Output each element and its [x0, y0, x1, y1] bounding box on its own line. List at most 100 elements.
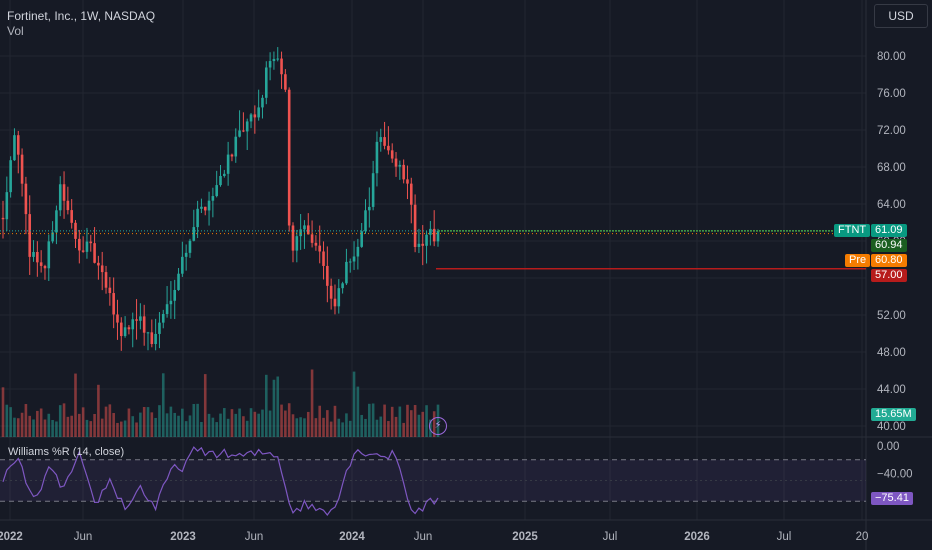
- candle: [406, 179, 409, 184]
- volume-bar: [383, 404, 386, 437]
- volume-bar: [425, 405, 428, 437]
- prev-close-tag: 60.94: [871, 239, 907, 252]
- candle: [333, 298, 337, 307]
- candle: [368, 206, 371, 211]
- candle: [341, 283, 344, 289]
- candle: [223, 173, 226, 176]
- volume-bar: [62, 403, 66, 437]
- candle: [104, 272, 108, 288]
- williams-r-value-tag: −75.41: [871, 492, 913, 505]
- volume-bar: [284, 410, 287, 437]
- volume-bar: [287, 403, 291, 437]
- candle: [150, 332, 154, 345]
- lightning-icon[interactable]: ⚡: [429, 417, 447, 435]
- volume-bar: [177, 415, 180, 437]
- candle: [257, 107, 260, 118]
- time-tick-label: 2023: [170, 531, 196, 543]
- candle: [184, 252, 188, 257]
- volume-bar: [234, 413, 238, 437]
- price-tick-label: 76.00: [877, 88, 906, 100]
- volume-bar: [318, 405, 322, 437]
- volume-bar: [100, 418, 104, 437]
- volume-bar: [112, 412, 115, 437]
- candle: [234, 136, 238, 157]
- candle: [421, 243, 425, 246]
- candle: [226, 154, 230, 174]
- pre-label-tag: Pre: [845, 254, 871, 267]
- candle: [93, 243, 96, 263]
- candle: [295, 236, 299, 251]
- chart-title: Fortinet, Inc., 1W, NASDAQ: [7, 9, 156, 23]
- price-candles: [1, 47, 440, 351]
- candle: [5, 192, 9, 220]
- volume-bar: [249, 408, 253, 437]
- volume-bar: [5, 404, 9, 437]
- candle: [188, 240, 192, 253]
- candle: [409, 183, 413, 205]
- volume-bar: [421, 411, 425, 437]
- price-tick-label: 68.00: [877, 162, 906, 174]
- volume-bar: [66, 416, 70, 437]
- candle: [364, 210, 367, 232]
- candle: [28, 214, 32, 257]
- candle: [9, 160, 12, 193]
- currency-button[interactable]: USD: [874, 4, 928, 28]
- candle: [387, 145, 390, 151]
- volume-bar: [169, 406, 173, 437]
- volume-bar: [280, 404, 283, 437]
- williams-r-line: [2, 446, 439, 516]
- candle: [16, 135, 20, 155]
- candle: [329, 285, 333, 299]
- volume-bar: [272, 379, 276, 437]
- volume-bar: [142, 406, 146, 437]
- candle: [249, 114, 253, 122]
- volume-bar: [326, 410, 329, 437]
- candle: [291, 225, 295, 251]
- volume-bar: [123, 420, 127, 437]
- volume-bar: [352, 371, 356, 437]
- volume-bar: [356, 386, 360, 437]
- volume-bar: [303, 418, 306, 437]
- volume-bar: [291, 414, 295, 437]
- williams-r-title: Williams %R (14, close): [8, 446, 125, 458]
- candle: [39, 262, 43, 266]
- volume-bar: [108, 404, 112, 437]
- candle: [70, 210, 73, 223]
- candle: [398, 164, 402, 167]
- volume-bar: [150, 412, 154, 437]
- volume-bar: [39, 408, 43, 437]
- volume-bar: [1, 387, 5, 437]
- volume-bar: [268, 410, 272, 437]
- candle: [219, 175, 222, 186]
- volume-bar: [345, 413, 348, 437]
- volume-bar: [85, 419, 89, 437]
- volume-bar: [219, 413, 222, 437]
- volume-bar: [32, 419, 35, 437]
- candle: [142, 316, 146, 333]
- volume-bar: [371, 403, 375, 437]
- volume-bar: [47, 413, 51, 437]
- volume-bar: [406, 404, 409, 437]
- volume-bar: [36, 410, 39, 437]
- volume-bar: [402, 422, 405, 437]
- volume-bar: [93, 413, 96, 437]
- volume-bar: [253, 411, 257, 437]
- volume-bar: [97, 384, 100, 437]
- time-tick-label: Jun: [74, 531, 93, 543]
- candle: [425, 234, 428, 246]
- volume-bar: [165, 413, 169, 437]
- volume-bar: [310, 369, 314, 437]
- candle: [139, 316, 142, 321]
- volume-bar: [89, 421, 93, 437]
- price-tick-label: 72.00: [877, 125, 906, 137]
- candle: [47, 241, 51, 269]
- volume-bar: [51, 420, 54, 437]
- volume-bar: [364, 418, 367, 437]
- wr-series-line: [2, 446, 439, 516]
- candle: [116, 314, 119, 323]
- volume-bar: [116, 422, 119, 437]
- time-tick-label: Jul: [603, 531, 618, 543]
- last-price-tag: 61.09: [871, 224, 907, 237]
- volume-bar: [238, 408, 241, 437]
- candle: [32, 251, 35, 257]
